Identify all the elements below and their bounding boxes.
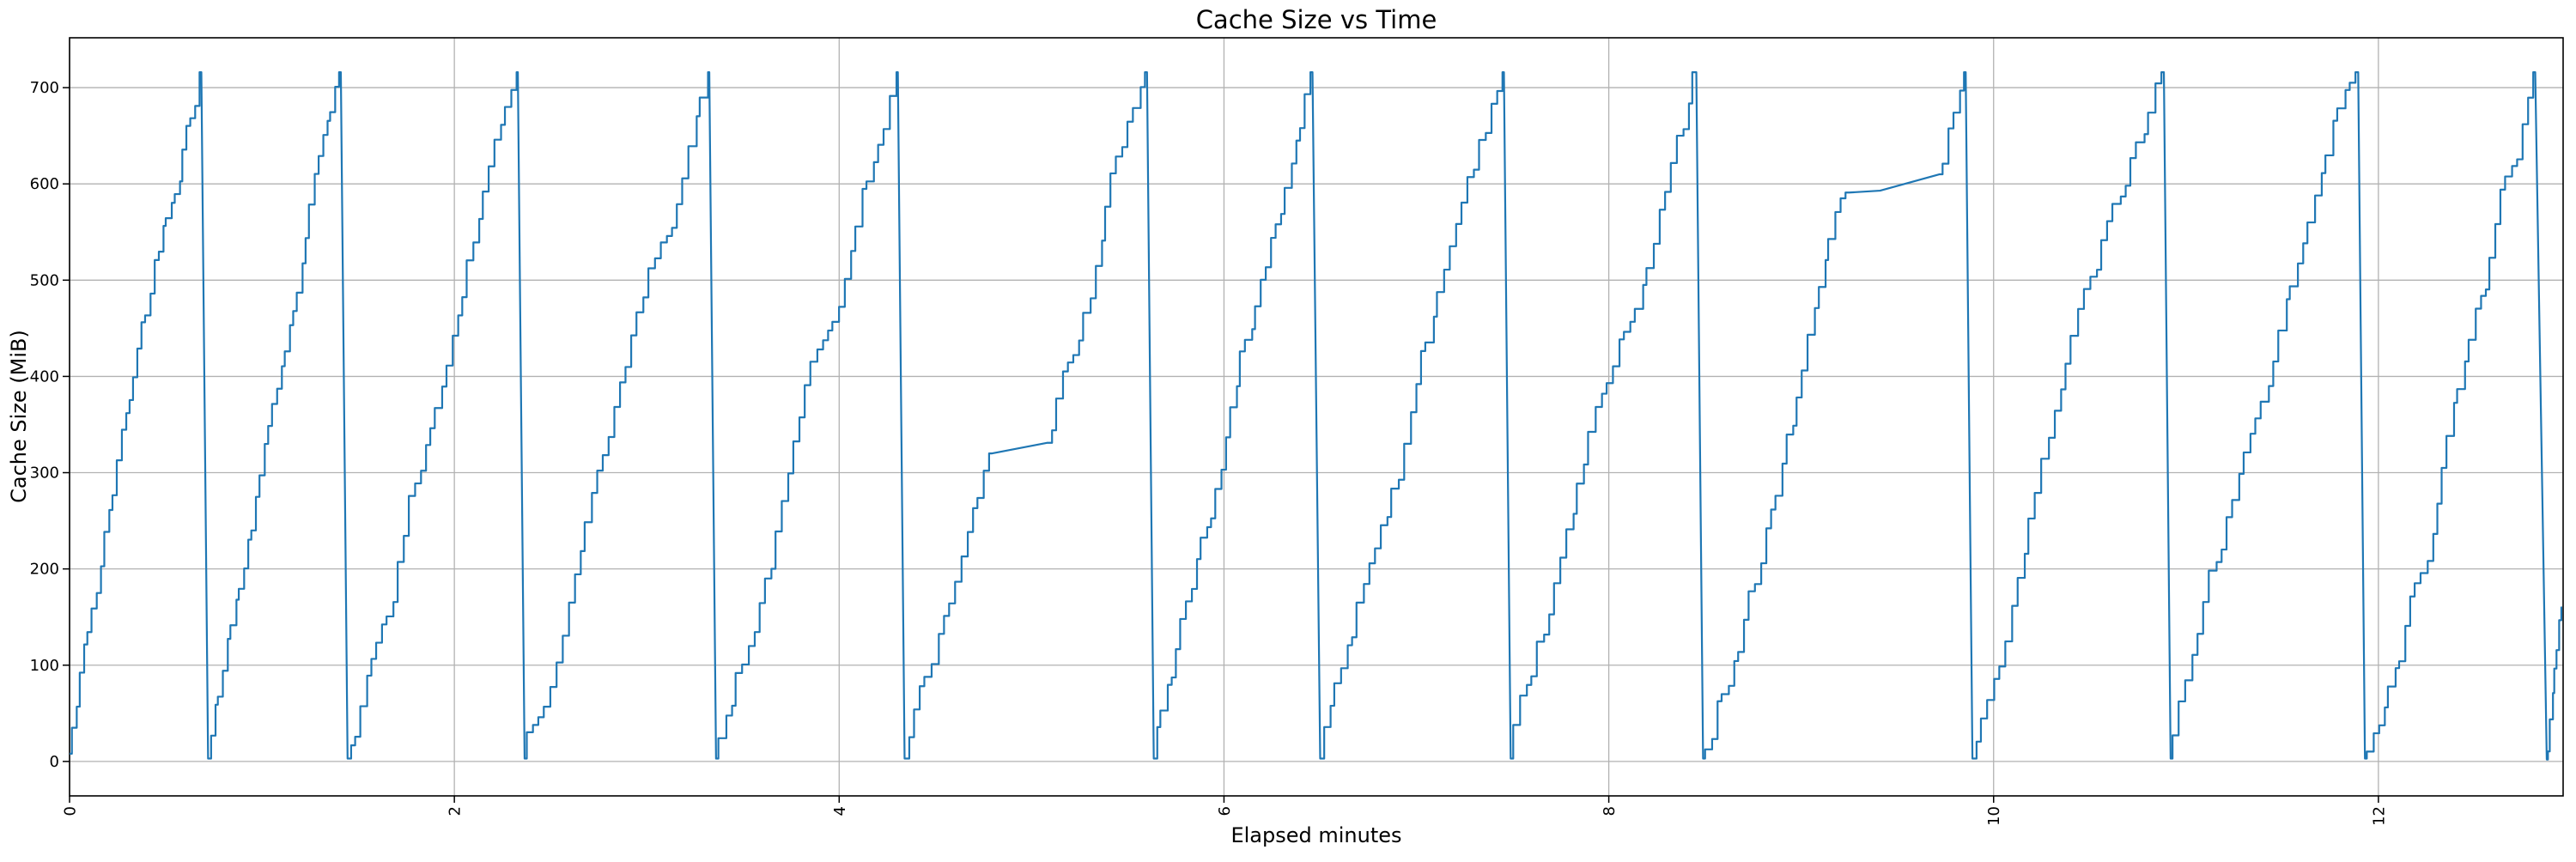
x-tick-label: 2 bbox=[447, 806, 465, 816]
y-tick-label: 100 bbox=[30, 657, 59, 675]
tick-labels: 0 100 200 300 400 500 600 700 0 2 4 6 8 10 12 bbox=[30, 79, 2389, 826]
plot-area-border bbox=[69, 37, 2564, 797]
tick-marks bbox=[63, 87, 2379, 803]
chart-title: Cache Size vs Time bbox=[1196, 5, 1437, 34]
x-axis-label: Elapsed minutes bbox=[1230, 823, 1401, 847]
x-tick-label: 0 bbox=[62, 806, 80, 816]
cache-size-line bbox=[70, 71, 2563, 761]
y-tick-label: 600 bbox=[30, 175, 59, 193]
y-tick-label: 400 bbox=[30, 367, 59, 385]
y-tick-label: 200 bbox=[30, 561, 59, 579]
y-tick-label: 700 bbox=[30, 79, 59, 97]
y-axis-label: Cache Size (MiB) bbox=[7, 330, 31, 503]
y-tick-label: 300 bbox=[30, 464, 59, 483]
y-tick-label: 500 bbox=[30, 271, 59, 289]
x-tick-label: 8 bbox=[1601, 806, 1619, 816]
y-tick-label: 0 bbox=[50, 753, 59, 771]
x-tick-label: 6 bbox=[1216, 806, 1234, 816]
x-tick-label: 10 bbox=[1985, 806, 2003, 826]
x-tick-label: 12 bbox=[2370, 806, 2388, 826]
x-tick-label: 4 bbox=[831, 806, 849, 816]
